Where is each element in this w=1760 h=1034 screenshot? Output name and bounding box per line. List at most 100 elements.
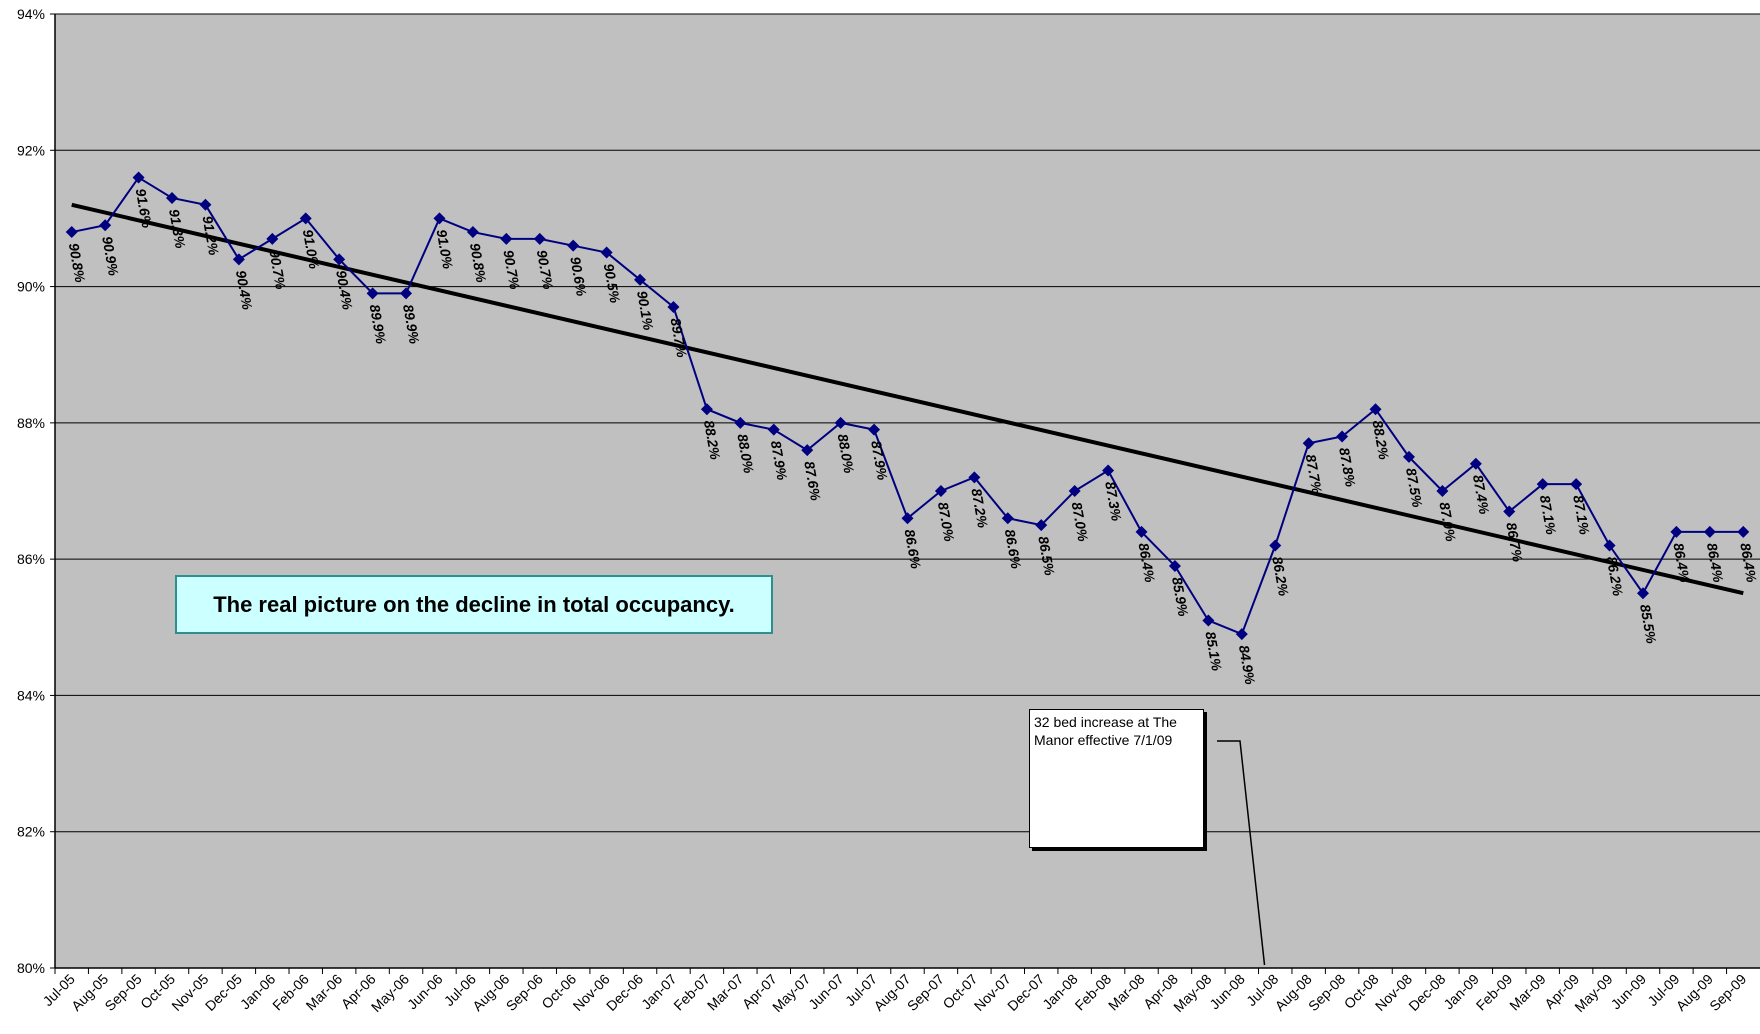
x-tick-label: Dec-05: [202, 971, 245, 1014]
x-tick-label: May-06: [368, 971, 412, 1015]
data-label: 88.0%: [734, 433, 757, 475]
x-axis-ticks: Jul-05Aug-05Sep-05Oct-05Nov-05Dec-05Jan-…: [40, 968, 1750, 1015]
data-point-marker: [1102, 464, 1115, 477]
data-point-marker: [1235, 628, 1248, 641]
data-point-marker: [1402, 450, 1415, 463]
data-label: 86.4%: [1670, 542, 1693, 584]
data-label: 87.9%: [868, 439, 891, 481]
y-tick-label: 86%: [17, 551, 45, 567]
data-point-marker: [1703, 525, 1716, 538]
data-label: 86.2%: [1604, 555, 1627, 597]
data-point-marker: [634, 273, 647, 286]
y-tick-label: 84%: [17, 687, 45, 703]
data-label: 87.8%: [1336, 446, 1359, 488]
data-point-marker: [232, 253, 245, 266]
gridlines: [55, 13, 1760, 969]
annotation-text: 32 bed increase at The Manor effective 7…: [1034, 714, 1177, 748]
x-tick-label: Mar-08: [1105, 971, 1148, 1014]
y-tick-label: 82%: [17, 824, 45, 840]
data-point-marker: [333, 253, 346, 266]
data-point-marker: [1035, 519, 1048, 532]
y-tick-label: 94%: [17, 6, 45, 22]
x-tick-label: Sep-06: [503, 971, 546, 1014]
data-point-marker: [1536, 478, 1549, 491]
data-point-marker: [801, 444, 814, 457]
x-tick-label: Jun-08: [1206, 971, 1248, 1013]
annotation-pointer-group: [1217, 740, 1266, 966]
data-point-marker: [1001, 512, 1014, 525]
x-tick-label: May-07: [769, 971, 813, 1015]
data-label: 89.7%: [668, 317, 691, 359]
data-point-marker: [1436, 485, 1449, 497]
data-label: 91.0%: [300, 228, 323, 270]
data-label: 87.9%: [768, 439, 791, 481]
data-point-marker: [199, 198, 212, 211]
data-label: 90.4%: [233, 269, 256, 311]
x-tick-label: May-08: [1170, 971, 1214, 1015]
x-tick-label: Feb-09: [1473, 971, 1516, 1014]
data-label: 90.4%: [333, 269, 356, 311]
data-label: 87.1%: [1570, 494, 1593, 536]
series-group: [65, 171, 1750, 641]
data-label: 87.7%: [1303, 453, 1326, 495]
data-label: 91.3%: [166, 208, 189, 250]
data-point-marker: [433, 212, 446, 225]
data-label: 90.9%: [99, 235, 122, 277]
data-point-marker: [1737, 525, 1750, 538]
y-tick-label: 90%: [17, 279, 45, 295]
x-tick-label: Dec-07: [1004, 971, 1047, 1014]
data-point-marker: [1302, 437, 1315, 450]
plot-area: [55, 14, 1760, 968]
data-point-marker: [734, 416, 747, 429]
data-label: 90.5%: [601, 262, 624, 304]
data-point-marker: [1168, 559, 1181, 572]
data-point-marker: [166, 191, 179, 204]
data-label: 86.4%: [1737, 542, 1760, 584]
data-point-marker: [1269, 539, 1282, 552]
data-point-marker: [1135, 525, 1148, 538]
data-point-marker: [1670, 525, 1683, 538]
x-tick-label: May-09: [1571, 971, 1615, 1015]
data-label: 85.1%: [1202, 630, 1225, 672]
x-tick-label: Feb-08: [1072, 971, 1115, 1014]
data-label: 86.4%: [1704, 542, 1727, 584]
x-tick-label: Sep-09: [1706, 971, 1749, 1014]
data-point-marker: [968, 471, 981, 484]
data-label: 88.2%: [701, 419, 724, 461]
data-point-marker: [667, 301, 680, 314]
x-tick-label: Sep-07: [904, 971, 947, 1014]
annotation-callout: 32 bed increase at The Manor effective 7…: [1029, 709, 1204, 848]
data-label: 90.1%: [634, 289, 657, 331]
data-point-marker: [366, 287, 379, 300]
x-tick-label: Jun-06: [404, 971, 446, 1013]
data-label: 90.7%: [534, 249, 557, 291]
data-point-marker: [1202, 614, 1215, 627]
data-point-marker: [1503, 505, 1516, 518]
data-label: 87.0%: [935, 501, 958, 543]
x-tick-label: Mar-06: [303, 971, 346, 1014]
data-label: 87.4%: [1470, 473, 1493, 515]
data-label: 87.2%: [968, 487, 991, 529]
y-tick-label: 88%: [17, 415, 45, 431]
data-point-marker: [99, 219, 112, 232]
data-point-marker: [400, 287, 413, 300]
data-point-marker: [1636, 587, 1649, 600]
chart-title-box: The real picture on the decline in total…: [175, 575, 773, 634]
x-tick-label: Feb-06: [269, 971, 312, 1014]
data-point-marker: [567, 239, 580, 252]
y-tick-label: 92%: [17, 142, 45, 158]
data-label: 87.1%: [1537, 494, 1560, 536]
data-point-marker: [299, 212, 312, 225]
data-label: 86.5%: [1035, 535, 1058, 577]
axes: [54, 14, 1760, 969]
data-label: 90.8%: [467, 242, 490, 284]
data-label: 87.3%: [1102, 480, 1125, 522]
y-tick-label: 80%: [17, 960, 45, 976]
x-tick-label: Feb-07: [670, 971, 713, 1014]
data-label: 90.6%: [567, 255, 590, 297]
data-label: 87.5%: [1403, 467, 1426, 509]
data-point-marker: [600, 246, 613, 259]
data-point-marker: [1469, 457, 1482, 470]
data-label: 89.9%: [400, 303, 423, 345]
x-tick-label: Dec-06: [603, 971, 646, 1014]
